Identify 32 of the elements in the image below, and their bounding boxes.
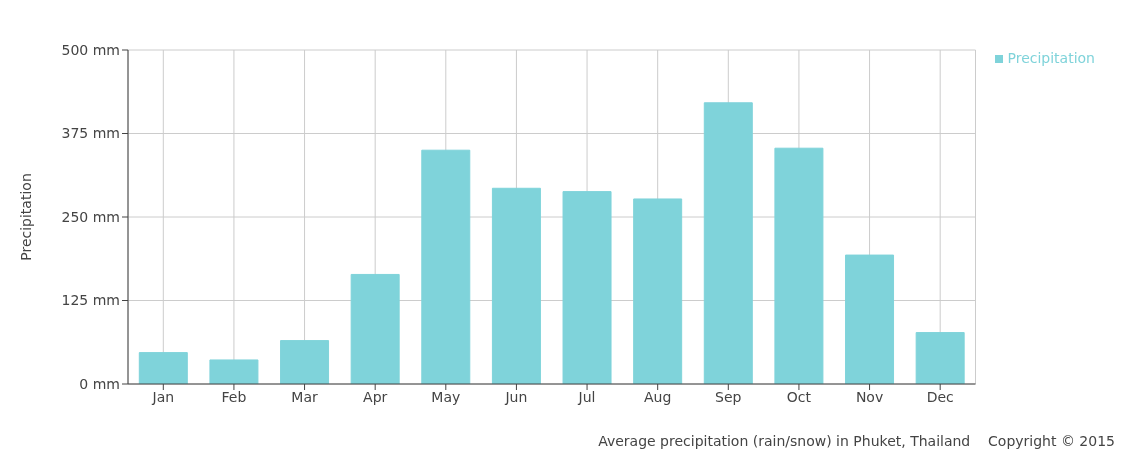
y-axis-title: Precipitation	[17, 173, 34, 261]
bar	[350, 273, 400, 384]
legend-label: Precipitation	[1007, 50, 1095, 66]
x-tick-label: May	[431, 388, 461, 405]
bar	[845, 254, 895, 384]
bar	[280, 340, 330, 384]
bar	[562, 191, 612, 384]
y-tick-label: 500 mm	[61, 41, 120, 58]
x-tick-label: Feb	[221, 388, 247, 405]
x-tick-label: Jun	[504, 388, 528, 405]
text: Average precipitation (rain/snow) in Phuket, Thailand Copyright © 2015	[598, 433, 1115, 449]
bar	[633, 198, 683, 384]
x-tick-label: Dec	[926, 388, 954, 405]
x-tick-label: Jan	[151, 388, 175, 405]
x-tick-label: Nov	[855, 388, 884, 405]
x-tick-label: Sep	[715, 388, 742, 405]
y-tick-label: 125 mm	[61, 292, 120, 309]
y-tick-label: 0 mm	[79, 375, 120, 392]
x-tick-label: Oct	[786, 388, 812, 405]
y-tick-label: 250 mm	[61, 208, 120, 225]
bar	[703, 102, 753, 384]
x-tick-label: Mar	[291, 388, 319, 405]
bar	[421, 149, 471, 384]
bar	[915, 332, 965, 384]
bar	[209, 359, 259, 384]
bar	[491, 187, 541, 384]
x-tick-label: Aug	[644, 388, 672, 405]
bar	[774, 147, 824, 384]
bar	[138, 352, 188, 384]
y-tick-label: 375 mm	[61, 125, 120, 142]
x-tick-label: Apr	[363, 388, 388, 405]
x-tick-label: Jul	[577, 388, 596, 405]
